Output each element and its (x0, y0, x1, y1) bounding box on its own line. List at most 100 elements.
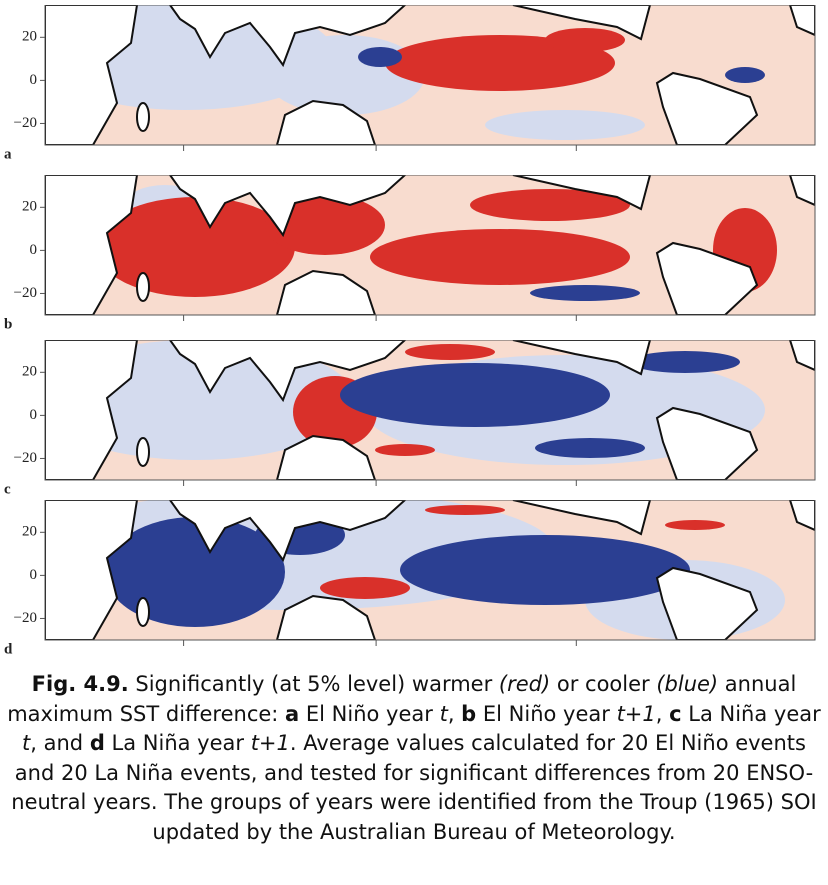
caption-text: , (447, 701, 462, 726)
y-tick-label: 20 (22, 29, 37, 45)
land (788, 5, 815, 37)
panel-label: c (4, 481, 11, 497)
map (45, 175, 815, 315)
land (168, 175, 407, 238)
anomaly-region (545, 28, 625, 52)
frame (44, 5, 816, 146)
frame (44, 340, 816, 481)
land (275, 434, 377, 480)
anomaly-region (630, 351, 740, 373)
y-tick-label: 0 (30, 72, 38, 88)
caption-text: El Niño year (299, 701, 440, 726)
map (45, 500, 815, 640)
land (512, 5, 652, 41)
map-panel: 20 0 −20d (4, 500, 816, 657)
caption-text: c (669, 701, 682, 726)
caption-text: a (285, 701, 300, 726)
y-tick-label: −20 (14, 610, 37, 626)
anomaly-region (370, 229, 630, 285)
caption-text: La Niña year (681, 701, 821, 726)
y-tick-label: 0 (30, 407, 38, 423)
land (655, 241, 759, 315)
caption-text: t+1 (250, 731, 290, 756)
caption-text: (red) (498, 672, 551, 696)
caption-text: b (461, 701, 477, 726)
caption-text: . Average values calculated for 20 El Ni… (11, 731, 817, 844)
caption-text: t (439, 701, 448, 726)
caption: Fig. 4.9. Significantly (at 5% level) wa… (2, 670, 826, 848)
caption-text: d (89, 731, 105, 756)
anomaly-region (105, 517, 285, 627)
frame (44, 500, 816, 641)
land (45, 340, 139, 480)
panel-label: d (4, 641, 13, 657)
anomaly-region (530, 285, 640, 301)
land (168, 500, 407, 563)
anomaly-region (535, 438, 645, 458)
land (512, 500, 652, 536)
y-tick-label: 20 (22, 364, 37, 380)
land (512, 175, 652, 211)
y-tick-label: 20 (22, 199, 37, 215)
anomaly-region (665, 520, 725, 530)
land (136, 102, 150, 132)
anomaly-region (725, 67, 765, 83)
anomaly-region (265, 195, 385, 255)
caption-text: , (655, 701, 670, 726)
caption-text: annual maximum SST difference: (7, 672, 797, 726)
land (788, 340, 815, 372)
anomaly-region (405, 344, 495, 360)
land (136, 597, 150, 627)
caption-text: , and (30, 731, 90, 756)
land (655, 71, 759, 145)
anomaly-region (340, 363, 610, 427)
anomaly-region (485, 110, 645, 140)
anomaly-region (95, 197, 295, 297)
land (45, 500, 139, 640)
caption-text: Fig. 4.9. (31, 672, 129, 696)
anomaly-region (385, 35, 615, 91)
land (45, 175, 139, 315)
land (655, 406, 759, 480)
anomaly-region (425, 505, 505, 515)
land (655, 566, 759, 640)
caption-text: t (22, 731, 31, 756)
y-tick-label: 0 (30, 242, 38, 258)
y-tick-label: −20 (14, 285, 37, 301)
anomaly-region (375, 444, 435, 456)
land (788, 500, 815, 532)
anomaly-region (470, 189, 630, 221)
caption-text: El Niño year (476, 701, 617, 726)
panel-label: a (4, 146, 12, 162)
land (168, 5, 407, 68)
caption-text: t+1 (616, 701, 656, 726)
land (512, 340, 652, 376)
y-tick-label: −20 (14, 450, 37, 466)
panel-label: b (4, 316, 12, 332)
caption-text: (blue) (656, 672, 719, 696)
caption-text: or cooler (550, 672, 657, 696)
map-panel: 20 0 −20b (4, 175, 816, 332)
y-tick-label: −20 (14, 115, 37, 131)
land (136, 272, 150, 302)
land (275, 99, 377, 145)
anomaly-region (358, 47, 402, 67)
land (275, 594, 377, 640)
anomaly-region (320, 577, 410, 599)
y-tick-label: 20 (22, 524, 37, 540)
land (136, 437, 150, 467)
land (788, 175, 815, 207)
land (45, 5, 139, 145)
map (45, 340, 815, 480)
land (168, 340, 407, 403)
anomaly-region (400, 535, 690, 605)
map-panel: 20 0 −20c (4, 340, 816, 497)
caption-text: La Niña year (104, 731, 251, 756)
land (275, 269, 377, 315)
y-tick-label: 0 (30, 567, 38, 583)
map-panel: 20 0 −20a (4, 5, 816, 162)
frame (44, 175, 816, 316)
map (45, 5, 815, 145)
caption-text: Significantly (at 5% level) warmer (128, 672, 499, 696)
